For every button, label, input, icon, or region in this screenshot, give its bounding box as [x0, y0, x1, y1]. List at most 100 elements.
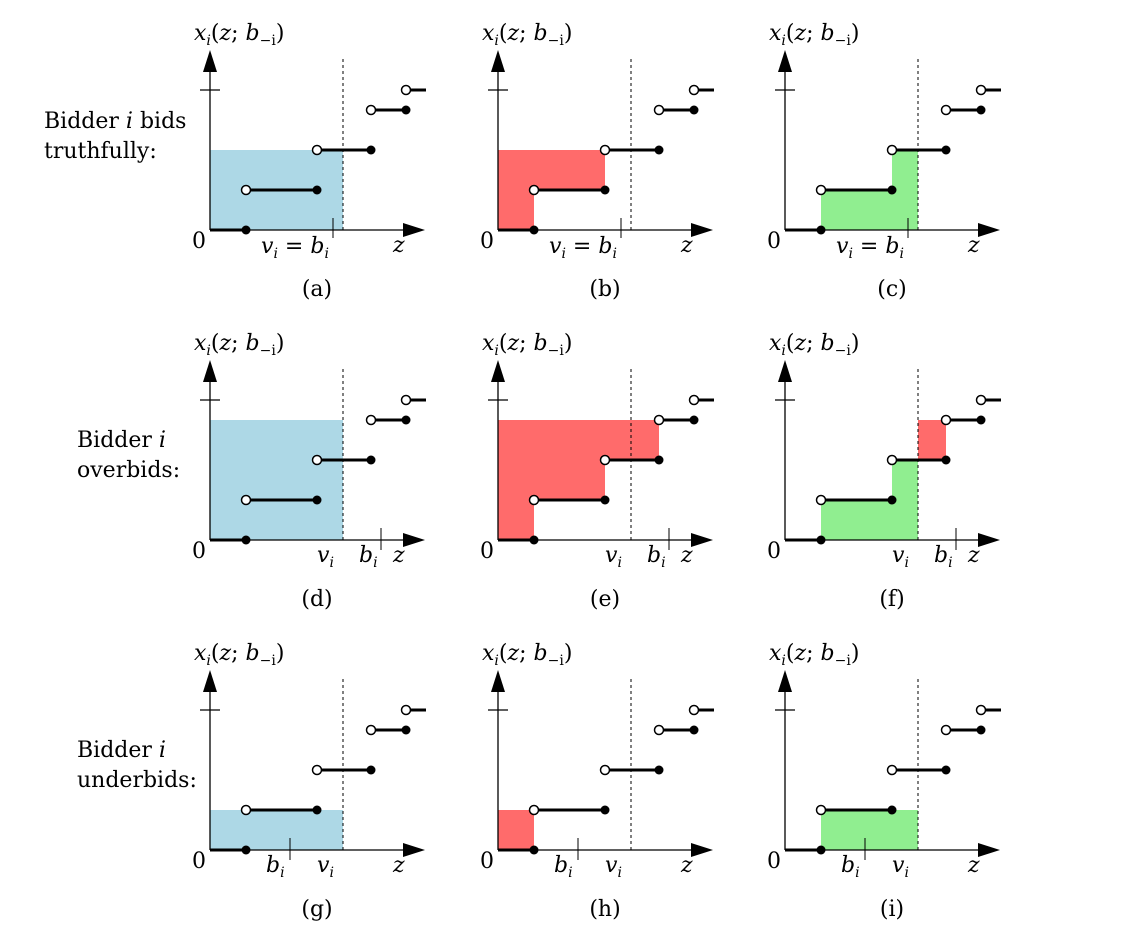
panel-caption: (b) — [589, 277, 620, 302]
origin-label: 0 — [480, 539, 494, 564]
open-endpoint — [311, 454, 323, 466]
row-label-truthful: Bidder i bids truthfully: — [44, 107, 186, 167]
y-axis-arrow — [203, 50, 217, 72]
x-axis-label: z — [680, 853, 693, 878]
value-area — [210, 810, 343, 850]
closed-endpoint — [529, 845, 539, 855]
closed-endpoint — [976, 105, 986, 115]
y-axis-arrow — [491, 670, 505, 692]
value-area — [210, 420, 343, 540]
x-axis-arrow — [978, 223, 1000, 237]
closed-endpoint — [887, 185, 897, 195]
panel-caption: (g) — [301, 897, 332, 922]
panel-e: xi(z; b−i) 0 z vi bi (e) — [480, 331, 714, 612]
open-endpoint — [653, 414, 665, 426]
open-endpoint — [940, 724, 952, 736]
origin-label: 0 — [767, 849, 781, 874]
open-endpoint — [653, 104, 665, 116]
closed-endpoint — [312, 495, 322, 505]
open-endpoint — [528, 494, 540, 506]
closed-endpoint — [816, 535, 826, 545]
tick-label-v-equals-b: vi = bi — [261, 234, 329, 262]
row-label-line: Bidder i — [77, 738, 166, 763]
x-axis-label: z — [680, 543, 693, 568]
open-endpoint — [815, 494, 827, 506]
x-axis-arrow — [978, 533, 1000, 547]
x-axis-arrow — [403, 533, 425, 547]
y-axis-label: xi(z; b−i) — [769, 331, 859, 359]
open-endpoint — [599, 764, 611, 776]
closed-endpoint — [976, 415, 986, 425]
tick-label-v: vi — [317, 543, 334, 571]
row-label-line: truthfully: — [44, 139, 157, 164]
x-axis-label: z — [392, 233, 405, 258]
open-endpoint — [240, 184, 252, 196]
tick-label-v-equals-b: vi = bi — [549, 234, 617, 262]
loss-area — [918, 420, 946, 460]
row-label-overbid: Bidder i overbids: — [77, 426, 180, 486]
y-axis-arrow — [778, 50, 792, 72]
origin-label: 0 — [192, 539, 206, 564]
panel-h: xi(z; b−i) 0 z vi bi (h) — [480, 641, 714, 922]
tick-label-v: vi — [892, 543, 909, 571]
open-endpoint — [815, 184, 827, 196]
open-endpoint — [400, 84, 412, 96]
y-axis-label: xi(z; b−i) — [194, 21, 284, 49]
panel-f: xi(z; b−i) 0 z vi bi (f) — [767, 331, 1001, 612]
origin-label: 0 — [767, 539, 781, 564]
tick-label-v: vi — [605, 853, 622, 881]
open-endpoint — [400, 704, 412, 716]
x-axis-label: z — [392, 543, 405, 568]
y-axis-arrow — [203, 670, 217, 692]
closed-endpoint — [654, 765, 664, 775]
panel-g: xi(z; b−i) 0 z vi bi (g) — [192, 641, 426, 922]
panel-i: xi(z; b−i) 0 z vi bi (i) — [767, 641, 1001, 922]
panel-caption: (h) — [589, 897, 620, 922]
x-axis-label: z — [967, 543, 980, 568]
open-endpoint — [975, 394, 987, 406]
y-axis-label: xi(z; b−i) — [194, 641, 284, 669]
open-endpoint — [886, 764, 898, 776]
tick-label-b: bi — [266, 853, 285, 881]
panel-caption: (i) — [880, 897, 904, 922]
closed-endpoint — [689, 105, 699, 115]
closed-endpoint — [366, 145, 376, 155]
closed-endpoint — [941, 145, 951, 155]
panel-caption: (f) — [879, 587, 904, 612]
closed-endpoint — [366, 455, 376, 465]
utility-area — [821, 810, 918, 850]
x-axis-arrow — [403, 843, 425, 857]
x-axis-arrow — [403, 223, 425, 237]
closed-endpoint — [241, 225, 251, 235]
open-endpoint — [975, 704, 987, 716]
panel-a: xi(z; b−i) 0 z vi = bi (a) — [192, 21, 426, 302]
y-axis-arrow — [491, 360, 505, 382]
x-axis-label: z — [967, 233, 980, 258]
closed-endpoint — [816, 225, 826, 235]
y-axis-label: xi(z; b−i) — [482, 641, 572, 669]
open-endpoint — [311, 144, 323, 156]
panel-caption: (c) — [877, 277, 907, 302]
x-axis-arrow — [691, 223, 713, 237]
closed-endpoint — [401, 105, 411, 115]
open-endpoint — [528, 804, 540, 816]
tick-label-b: bi — [359, 543, 378, 571]
tick-label-b: bi — [934, 543, 953, 571]
y-axis-label: xi(z; b−i) — [482, 331, 572, 359]
closed-endpoint — [654, 455, 664, 465]
closed-endpoint — [401, 415, 411, 425]
panel-b: xi(z; b−i) 0 z vi = bi (b) — [480, 21, 714, 302]
open-endpoint — [940, 414, 952, 426]
closed-endpoint — [887, 495, 897, 505]
open-endpoint — [653, 724, 665, 736]
open-endpoint — [311, 764, 323, 776]
panel-caption: (d) — [301, 587, 332, 612]
y-axis-label: xi(z; b−i) — [769, 21, 859, 49]
closed-endpoint — [941, 765, 951, 775]
tick-label-b: bi — [554, 853, 573, 881]
origin-label: 0 — [480, 849, 494, 874]
closed-endpoint — [600, 185, 610, 195]
x-axis-arrow — [978, 843, 1000, 857]
tick-label-v: vi — [892, 853, 909, 881]
